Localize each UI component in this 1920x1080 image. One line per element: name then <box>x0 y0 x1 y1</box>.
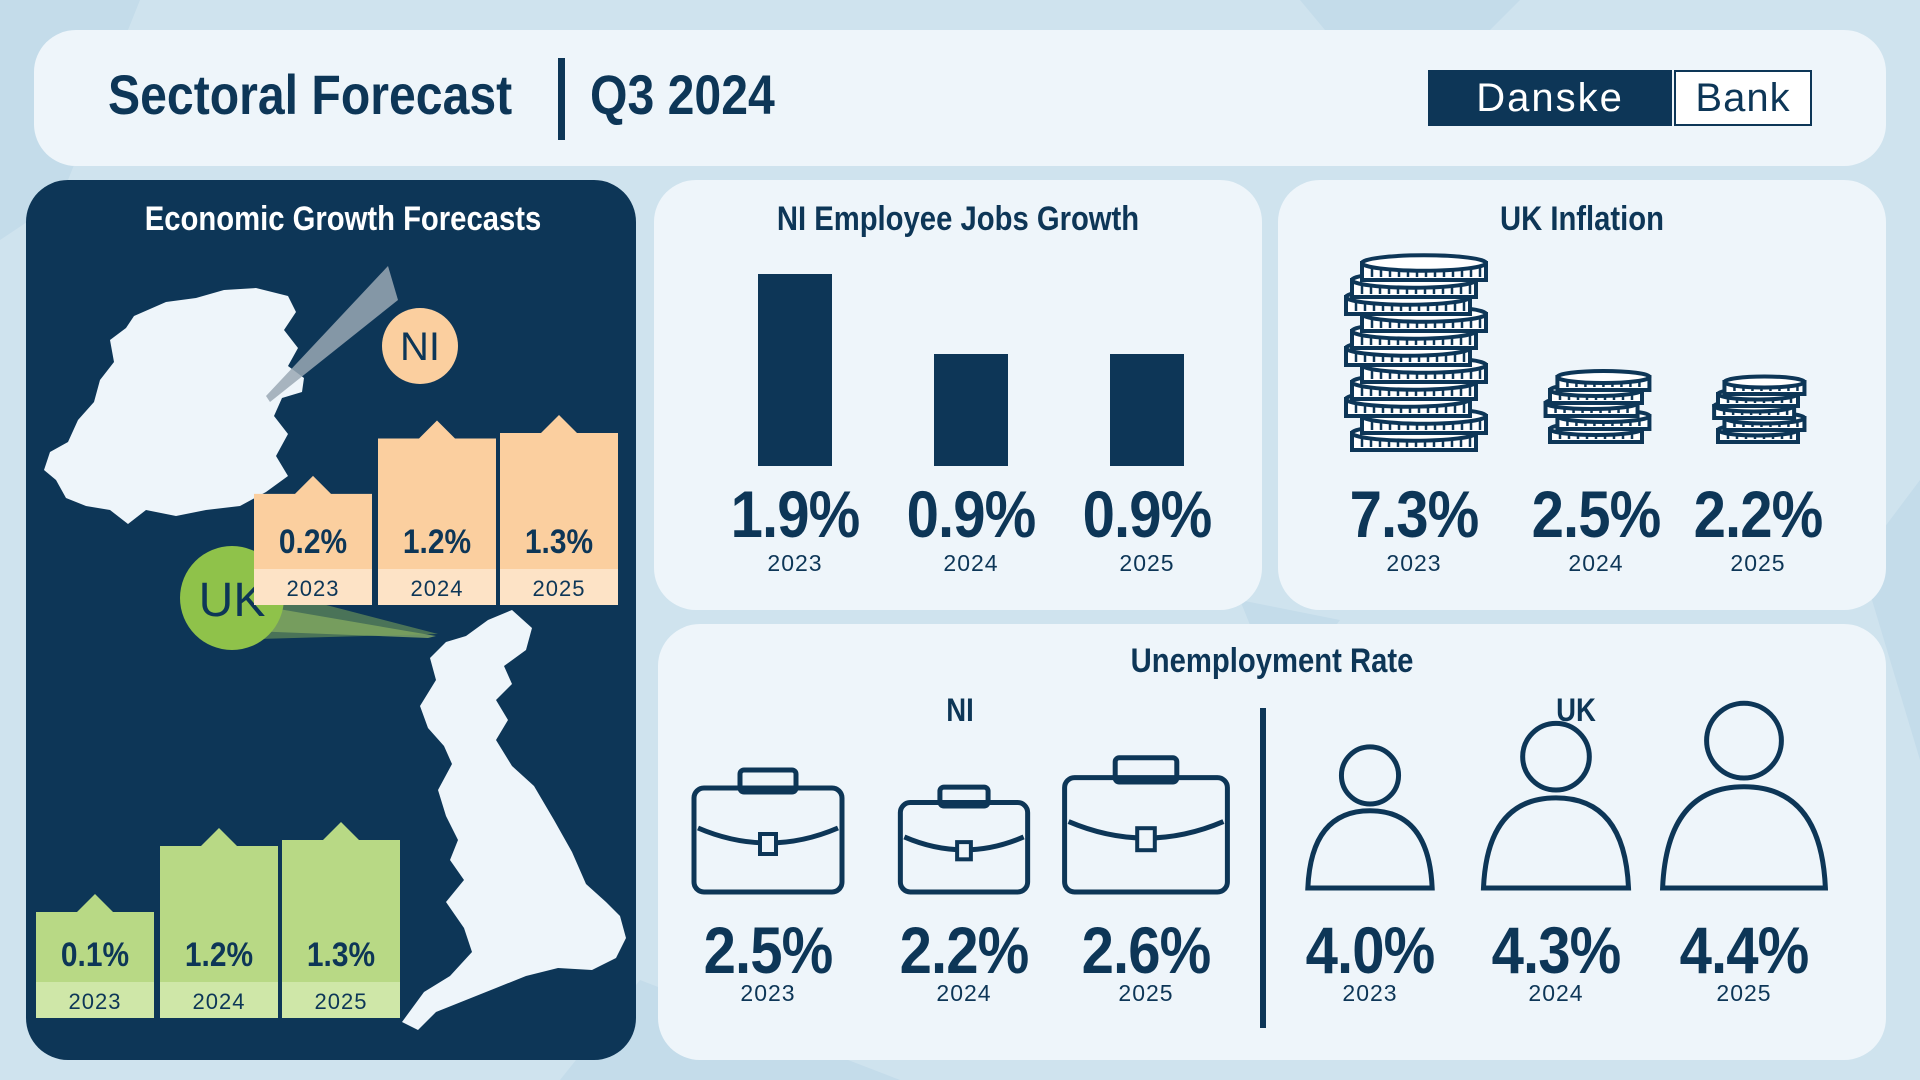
ni-growth-year-2025: 2025 <box>533 576 586 601</box>
ni-growth-value-2025: 1.3% <box>525 522 593 560</box>
unemployment-ni-year-2024: 2024 <box>936 980 992 1006</box>
briefcase-icon-2024 <box>897 784 1031 895</box>
unemployment-ni-value-2023: 2.5% <box>703 913 834 987</box>
unemployment-uk-value-2023: 4.0% <box>1305 913 1436 987</box>
inflation-title: UK Inflation <box>1499 200 1665 238</box>
uk-growth-year-2025: 2025 <box>315 989 368 1014</box>
person-icon-2025 <box>1659 700 1829 891</box>
unemployment-uk-value-2024: 4.3% <box>1491 913 1622 987</box>
uk-growth-year-2023: 2023 <box>69 989 122 1014</box>
jobs-value-2024: 0.9% <box>906 477 1037 551</box>
uk-growth-value-2023: 0.1% <box>61 935 129 973</box>
inflation-chart <box>1344 253 1807 452</box>
unemployment-uk-value-2025: 4.4% <box>1679 913 1810 987</box>
unemployment-ni-value-2024: 2.2% <box>899 913 1030 987</box>
inflation-year-2023: 2023 <box>1386 550 1442 576</box>
uk-growth-bar-2024 <box>160 828 278 1018</box>
page-title: Sectoral Forecast <box>108 63 513 126</box>
uk-growth-year-band <box>36 982 154 1018</box>
jobs-year-2025: 2025 <box>1119 550 1175 576</box>
coin-stack-2024 <box>1543 368 1652 444</box>
jobs-bar-2023 <box>758 274 832 466</box>
unemployment-ni-label: NI <box>946 692 974 728</box>
ni-growth-year-2024: 2024 <box>411 576 464 601</box>
uk-growth-year-band <box>160 982 278 1018</box>
brand-logo-right: Bank <box>1674 70 1812 126</box>
unemployment-uk-year-2023: 2023 <box>1342 980 1398 1006</box>
ni-growth-year-band <box>378 569 496 605</box>
growth-title: Economic Growth Forecasts <box>144 200 542 238</box>
person-icon-2023 <box>1305 744 1435 891</box>
brand-logo-left: Danske <box>1428 70 1672 126</box>
jobs-chart <box>758 274 1184 466</box>
ni-growth-year-2023: 2023 <box>287 576 340 601</box>
unemployment-uk-year-2024: 2024 <box>1528 980 1584 1006</box>
unemployment-title: Unemployment Rate <box>1130 642 1414 680</box>
uk-growth-year-2024: 2024 <box>193 989 246 1014</box>
jobs-value-2023: 1.9% <box>730 477 861 551</box>
jobs-bar-2024 <box>934 354 1008 466</box>
uk-map <box>402 610 626 1030</box>
ni-growth-value-2024: 1.2% <box>403 522 471 560</box>
inflation-value-2025: 2.2% <box>1693 477 1824 551</box>
unemployment-ni-year-2025: 2025 <box>1118 980 1174 1006</box>
ni-badge <box>382 308 458 384</box>
person-icon-2024 <box>1480 720 1632 891</box>
unemployment-ni-value-2025: 2.6% <box>1081 913 1212 987</box>
jobs-title: NI Employee Jobs Growth <box>776 200 1140 238</box>
ni-growth-value-2023: 0.2% <box>279 522 347 560</box>
coin-stack-2025 <box>1712 374 1807 444</box>
inflation-year-2025: 2025 <box>1730 550 1786 576</box>
ni-badge-label: NI <box>400 325 440 369</box>
jobs-year-2023: 2023 <box>767 550 823 576</box>
jobs-year-2024: 2024 <box>943 550 999 576</box>
coin-stack-2023 <box>1344 253 1488 452</box>
unemployment-ni-year-2023: 2023 <box>740 980 796 1006</box>
inflation-year-2024: 2024 <box>1568 550 1624 576</box>
ni-map <box>44 288 304 524</box>
ni-growth-year-band <box>500 569 618 605</box>
briefcase-icon-2023 <box>691 767 845 895</box>
ni-growth-bar-2024 <box>378 420 496 605</box>
unemployment-divider <box>1260 708 1266 1028</box>
ni-growth-year-band <box>254 569 372 605</box>
uk-growth-year-band <box>282 982 400 1018</box>
page-quarter: Q3 2024 <box>590 63 775 126</box>
uk-growth-value-2024: 1.2% <box>185 935 253 973</box>
unemployment-panel <box>658 624 1886 1060</box>
jobs-bar-2025 <box>1110 354 1184 466</box>
unemployment-icons <box>691 700 1829 895</box>
uk-growth-value-2025: 1.3% <box>307 935 375 973</box>
uk-growth-bar-2025 <box>282 822 400 1018</box>
jobs-value-2025: 0.9% <box>1082 477 1213 551</box>
ni-growth-bar-2025 <box>500 415 618 605</box>
inflation-value-2024: 2.5% <box>1531 477 1662 551</box>
inflation-value-2023: 7.3% <box>1349 477 1480 551</box>
title-divider <box>558 58 565 140</box>
unemployment-uk-year-2025: 2025 <box>1716 980 1772 1006</box>
briefcase-icon-2025 <box>1062 755 1230 895</box>
